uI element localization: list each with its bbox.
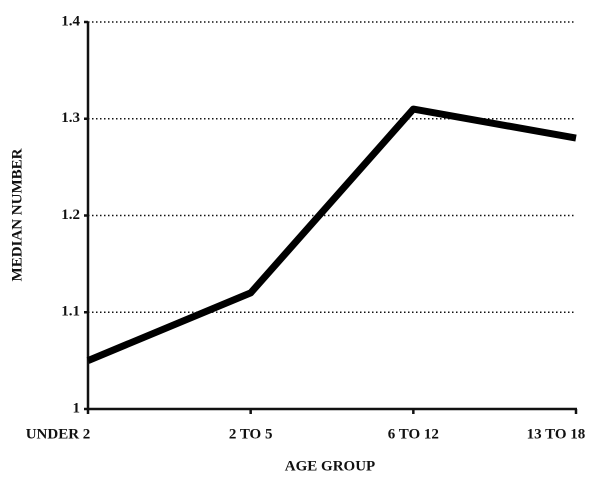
y-tick-label: 1 (73, 400, 81, 416)
x-tick-label: 6 TO 12 (388, 426, 439, 442)
y-tick-label: 1.1 (61, 304, 80, 320)
x-axis-label: AGE GROUP (285, 458, 375, 474)
x-tick-label: 2 TO 5 (229, 426, 273, 442)
data-line (86, 105, 577, 364)
y-axis-label: MEDIAN NUMBER (9, 148, 25, 281)
y-tick-label: 1.4 (61, 13, 80, 29)
y-tick-label: 1.3 (61, 110, 80, 126)
x-tick-label: 13 TO 18 (527, 426, 586, 442)
y-tick-label: 1.2 (61, 207, 80, 223)
x-tick-label: UNDER 2 (26, 426, 91, 442)
